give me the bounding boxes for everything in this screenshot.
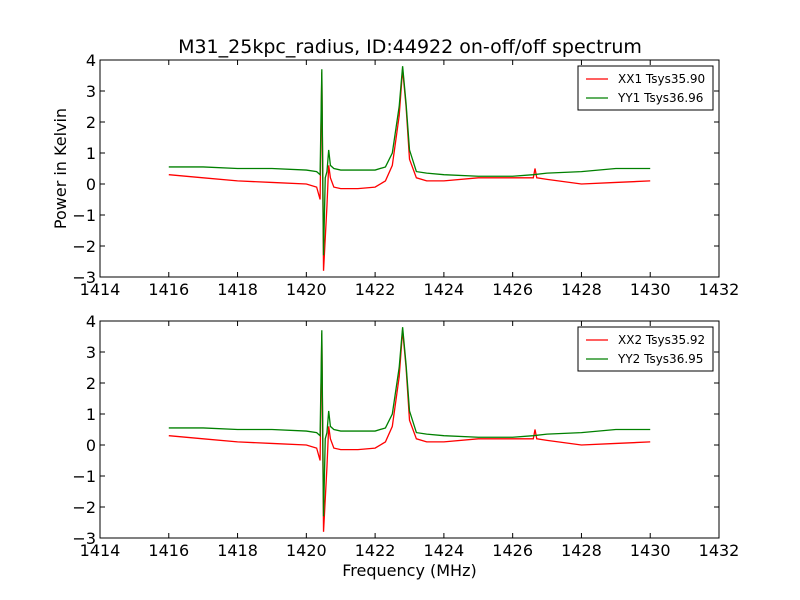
x-tick-label: 1418 — [217, 280, 258, 299]
y-tick-label: −1 — [72, 467, 96, 486]
x-tick-label: 1430 — [630, 280, 671, 299]
y-tick-label: 0 — [86, 175, 96, 194]
y-axis-label: Power in Kelvin — [51, 108, 70, 229]
figure-title: M31_25kpc_radius, ID:44922 on-off/off sp… — [178, 36, 642, 58]
x-tick-label: 1424 — [424, 280, 465, 299]
legend-entry: XX1 Tsys35.90 — [618, 72, 705, 86]
x-tick-label: 1418 — [217, 541, 258, 560]
x-tick-label: 1432 — [699, 280, 740, 299]
y-tick-label: 3 — [86, 82, 96, 101]
y-tick-label: −3 — [72, 268, 96, 287]
x-tick-label: 1432 — [699, 541, 740, 560]
x-tick-label: 1414 — [80, 541, 121, 560]
legend-box — [577, 65, 714, 111]
legend: XX1 Tsys35.90 YY1 Tsys36.96 — [577, 65, 714, 111]
x-tick-label: 1416 — [148, 280, 189, 299]
legend-box — [577, 326, 714, 372]
axes-frame — [99, 59, 720, 278]
y-tick-label: 0 — [86, 436, 96, 455]
y-tick-label: 3 — [86, 343, 96, 362]
subplot-top: 1414 1416 1418 1420 1422 1424 1426 1428 1430 1432… — [51, 51, 739, 299]
y-tick-label: 4 — [86, 51, 96, 70]
legend: XX2 Tsys35.92 YY2 Tsys36.95 — [577, 326, 714, 372]
legend-entry: YY1 Tsys36.96 — [617, 91, 703, 105]
x-tick-label: 1420 — [286, 280, 327, 299]
x-tick-label: 1428 — [561, 280, 602, 299]
subplot-bottom: 1414 1416 1418 1420 1422 1424 1426 1428 1430 1432… — [72, 312, 739, 580]
x-tick-label: 1422 — [355, 541, 396, 560]
series-line-xx-2 — [168, 330, 651, 532]
x-tick-label: 1420 — [286, 541, 327, 560]
y-tick-label: 2 — [86, 374, 96, 393]
x-tick-label: 1430 — [630, 541, 671, 560]
x-tick-label: 1414 — [80, 280, 121, 299]
legend-entry: XX2 Tsys35.92 — [618, 333, 705, 347]
x-tick-label: 1428 — [561, 541, 602, 560]
x-tick-label: 1426 — [492, 541, 533, 560]
x-tick-label: 1422 — [355, 280, 396, 299]
y-tick-label: 1 — [86, 144, 96, 163]
series-line-yy-2 — [168, 327, 651, 517]
y-tick-label: 4 — [86, 312, 96, 331]
y-tick-label: −1 — [72, 206, 96, 225]
x-axis-label: Frequency (MHz) — [342, 561, 476, 580]
legend-entry: YY2 Tsys36.95 — [617, 352, 703, 366]
axes-frame — [99, 320, 720, 539]
y-tick-label: −2 — [72, 237, 96, 256]
x-tick-label: 1424 — [424, 541, 465, 560]
y-tick-label: 1 — [86, 405, 96, 424]
y-tick-label: −3 — [72, 529, 96, 548]
series-line-yy-1 — [168, 66, 651, 256]
x-tick-label: 1416 — [148, 541, 189, 560]
y-tick-label: 2 — [86, 113, 96, 132]
x-tick-label: 1426 — [492, 280, 533, 299]
y-tick-label: −2 — [72, 498, 96, 517]
series-line-xx-1 — [168, 69, 651, 271]
